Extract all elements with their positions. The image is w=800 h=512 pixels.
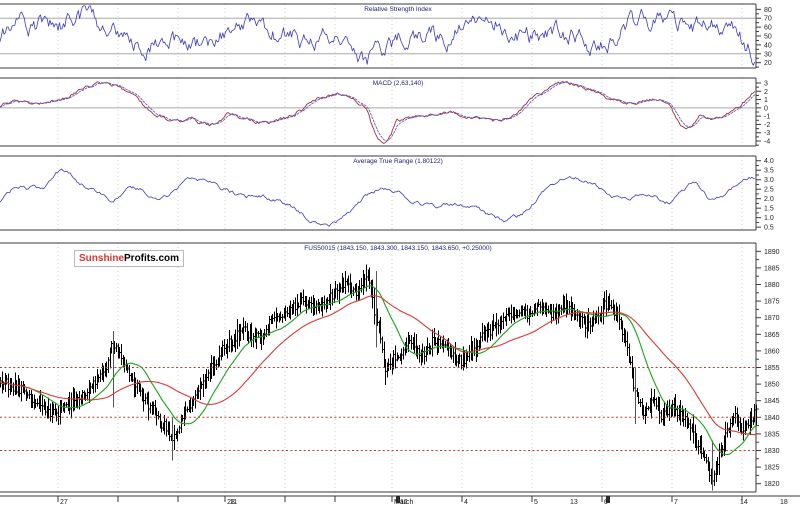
svg-text:50: 50 (764, 34, 772, 41)
svg-text:1890: 1890 (764, 249, 780, 256)
svg-text:1820: 1820 (764, 481, 780, 488)
svg-text:March: March (394, 499, 414, 506)
logo-profits-text: Profits.com (124, 253, 180, 264)
svg-text:1870: 1870 (764, 315, 780, 322)
svg-text:30: 30 (764, 51, 772, 58)
svg-text:1875: 1875 (764, 299, 780, 306)
svg-text:27: 27 (60, 499, 68, 506)
svg-text:2.0: 2.0 (764, 196, 774, 203)
svg-text:1.0: 1.0 (764, 215, 774, 222)
svg-text:14: 14 (740, 499, 748, 506)
svg-text:18: 18 (780, 499, 788, 506)
svg-text:28: 28 (227, 499, 235, 506)
svg-text:0.5: 0.5 (764, 225, 774, 232)
svg-text:80: 80 (764, 7, 772, 14)
svg-text:1860: 1860 (764, 348, 780, 355)
svg-text:0: 0 (764, 105, 768, 112)
svg-text:40: 40 (764, 42, 772, 49)
svg-text:FUS50015 (1843.150, 1843.300,: FUS50015 (1843.150, 1843.300, 1843.150, … (304, 245, 491, 252)
svg-text:20: 20 (764, 60, 772, 67)
svg-text:-2: -2 (764, 122, 770, 129)
svg-text:MACD (2,63,140): MACD (2,63,140) (373, 80, 424, 87)
svg-text:4.0: 4.0 (764, 158, 774, 165)
svg-text:7: 7 (674, 499, 678, 506)
logo-sunshine-text: Sunshine (79, 253, 125, 264)
svg-text:1835: 1835 (764, 431, 780, 438)
svg-text:70: 70 (764, 16, 772, 23)
svg-text:3.0: 3.0 (764, 177, 774, 184)
svg-text:60: 60 (764, 25, 772, 32)
sunshine-profits-logo: SunshineProfits.com (74, 250, 185, 267)
svg-text:11: 11 (230, 499, 237, 506)
svg-text:2: 2 (764, 89, 768, 96)
svg-text:1865: 1865 (764, 332, 780, 339)
svg-text:13: 13 (570, 499, 578, 506)
svg-text:3.5: 3.5 (764, 168, 774, 175)
svg-text:2.5: 2.5 (764, 187, 774, 194)
svg-text:3: 3 (764, 80, 768, 87)
svg-text:1.5: 1.5 (764, 206, 774, 213)
svg-text:-3: -3 (764, 130, 770, 137)
svg-text:1855: 1855 (764, 365, 780, 372)
svg-text:1850: 1850 (764, 382, 780, 389)
svg-text:1880: 1880 (764, 282, 780, 289)
svg-text:-1: -1 (764, 114, 770, 121)
svg-text:-4: -4 (764, 139, 770, 146)
svg-text:12: 12 (400, 499, 408, 506)
svg-text:Relative Strength Index: Relative Strength Index (364, 6, 432, 13)
svg-text:1: 1 (764, 97, 768, 104)
svg-text:Average True Range (1.80122): Average True Range (1.80122) (353, 158, 443, 165)
svg-text:1840: 1840 (764, 415, 780, 422)
svg-text:1830: 1830 (764, 448, 780, 455)
svg-text:1845: 1845 (764, 398, 780, 405)
svg-text:4: 4 (464, 499, 468, 506)
svg-text:1885: 1885 (764, 265, 780, 272)
svg-text:1825: 1825 (764, 465, 780, 472)
svg-text:5: 5 (534, 499, 538, 506)
